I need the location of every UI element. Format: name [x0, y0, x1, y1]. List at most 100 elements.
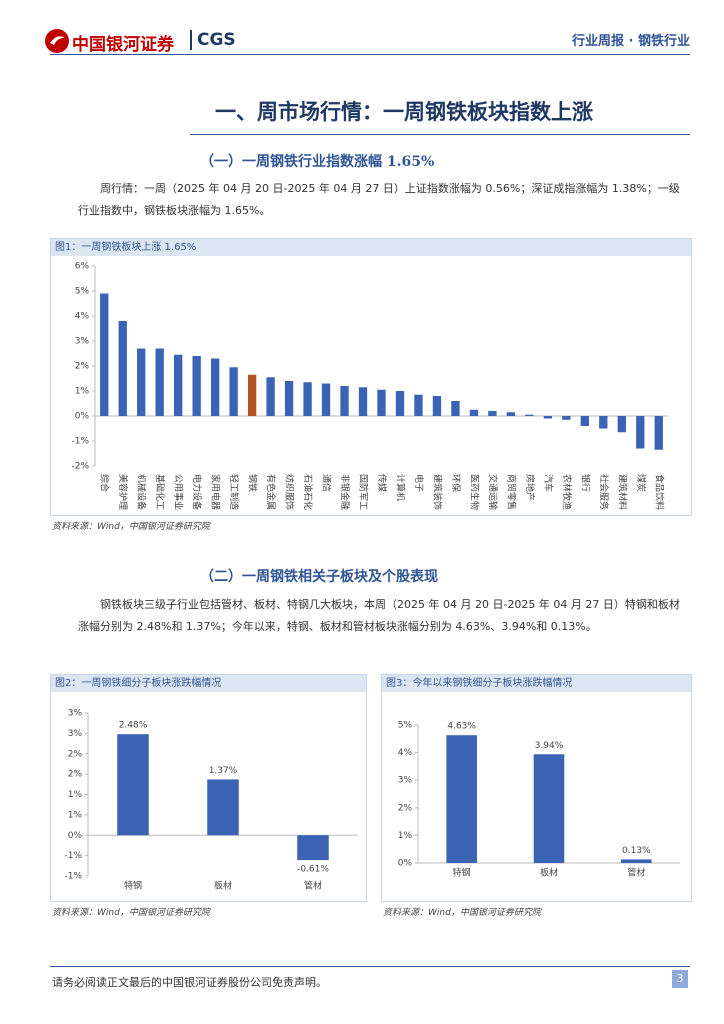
y-tick-label: 1%: [68, 810, 83, 820]
bar: [210, 358, 220, 416]
bar: [414, 394, 423, 416]
x-tick-label: 计算机: [394, 474, 406, 501]
bar: [358, 387, 368, 416]
figure-box: 图1：一周钢铁板块上涨 1.65%: [50, 238, 692, 516]
bar: [207, 779, 239, 836]
x-tick-label: 煤炭: [635, 474, 647, 492]
figure-box: 图2：一周钢铁细分子板块涨跌幅情况: [50, 674, 367, 902]
header-tag: 行业周报 · 钢铁行业: [572, 34, 690, 49]
x-tick-label: 特钢: [124, 880, 142, 892]
x-tick-label: 电子: [413, 474, 425, 492]
x-tick-label: 食品饮料: [653, 474, 665, 510]
y-tick-label: 1%: [68, 790, 83, 800]
bar: [297, 835, 329, 861]
y-tick-label: 3%: [68, 729, 83, 739]
bar: [525, 414, 534, 416]
x-tick-label: 汽车: [542, 474, 554, 492]
bar: [174, 354, 183, 416]
y-tick-label: 6%: [75, 262, 90, 272]
header-line: [50, 54, 690, 55]
logo-en: CGS: [190, 30, 236, 50]
bar: [451, 401, 460, 416]
x-tick-label: 美容护理: [117, 474, 129, 510]
bar: [636, 416, 645, 449]
footer-line: [50, 966, 690, 967]
figure-source: 资料来源：Wind，中国银河证券研究院: [52, 522, 210, 532]
x-tick-label: 纺织服饰: [284, 474, 296, 510]
x-tick-label: 有色金属: [265, 474, 277, 510]
x-tick-label: 钢铁: [247, 474, 259, 492]
x-tick-label: 石油石化: [302, 474, 314, 510]
section-title: 一、周市场行情：一周钢铁板块指数上涨: [215, 99, 593, 124]
y-tick-label: 2%: [68, 770, 83, 780]
y-tick-label: 4%: [398, 748, 413, 758]
value-label: 3.94%: [535, 741, 564, 751]
bar: [247, 374, 257, 416]
footer-note: 请务必阅读正文最后的中国银河证券股份公司免责声明。: [52, 976, 327, 989]
bar: [446, 735, 477, 863]
y-tick-label: 3%: [68, 709, 83, 719]
section-line: [190, 134, 690, 135]
bar: [192, 356, 201, 416]
x-tick-label: 医药生物: [468, 474, 480, 510]
x-tick-label: 传媒: [376, 474, 388, 492]
y-tick-label: 5%: [398, 721, 413, 731]
x-tick-label: 机械设备: [136, 474, 148, 510]
figure-caption: 图3：今年以来钢铁细分子板块涨跌幅情况: [382, 675, 691, 692]
figure-box: 图3：今年以来钢铁细分子板块涨跌幅情况: [381, 674, 692, 902]
x-tick-label: 电力设备: [191, 474, 203, 510]
x-tick-label: 建筑材料: [616, 474, 628, 510]
y-tick-label: 0%: [68, 831, 83, 841]
bar: [580, 416, 589, 426]
subsection-title: （二）一周钢铁相关子板块及个股表现: [200, 569, 438, 585]
value-label: 2.48%: [119, 721, 148, 731]
x-tick-label: 特钢: [453, 867, 471, 879]
logo: 中国银河证券: [72, 35, 174, 55]
value-label: 1.37%: [209, 766, 238, 776]
y-tick-label: 2%: [68, 749, 83, 759]
x-tick-label: 综合: [99, 474, 111, 492]
value-label: 0.13%: [622, 846, 651, 856]
bar: [506, 412, 516, 416]
y-tick-label: 1%: [398, 831, 413, 841]
bar: [303, 382, 312, 416]
y-tick-label: 4%: [75, 312, 90, 322]
value-label: 4.63%: [447, 722, 476, 732]
paragraph: 周行情：一周（2025 年 04 月 20 日-2025 年 04 月 27 日…: [78, 182, 680, 217]
x-tick-label: 社会服务: [598, 474, 610, 510]
x-tick-label: 房地产: [524, 474, 536, 501]
bar: [284, 381, 294, 416]
bar: [266, 377, 275, 416]
x-tick-label: 通信: [321, 474, 333, 492]
bar: [118, 321, 127, 416]
x-tick-label: 管材: [304, 880, 322, 892]
x-tick-label: 轻工制造: [228, 474, 240, 510]
x-tick-label: 国防军工: [358, 474, 370, 510]
y-tick-label: -2%: [71, 462, 89, 472]
x-tick-label: 管材: [627, 867, 645, 879]
x-tick-label: 商贸零售: [505, 474, 517, 510]
x-tick-label: 家用电器: [210, 474, 222, 510]
figure-caption: 图1：一周钢铁板块上涨 1.65%: [51, 239, 691, 256]
y-tick-label: 5%: [75, 287, 90, 297]
y-tick-label: -1%: [64, 872, 82, 882]
y-tick-label: 2%: [75, 362, 90, 372]
y-tick-label: 1%: [75, 387, 90, 397]
y-tick-label: 0%: [398, 859, 413, 869]
x-tick-label: 交通运输: [487, 474, 499, 510]
bar: [377, 389, 386, 416]
bar: [562, 416, 571, 420]
figure-source: 资料来源：Wind，中国银河证券研究院: [52, 908, 210, 918]
bar: [617, 416, 626, 433]
y-tick-label: 3%: [75, 337, 90, 347]
bar: [340, 386, 349, 416]
x-tick-label: 公用事业: [173, 474, 185, 510]
subsection-title: （一）一周钢铁行业指数涨幅 1.65%: [200, 154, 435, 170]
bar: [100, 293, 109, 416]
x-tick-label: 银行: [579, 474, 591, 492]
x-tick-label: 农林牧渔: [561, 474, 573, 510]
figure-source: 资料来源：Wind，中国银河证券研究院: [383, 908, 541, 918]
bar: [533, 754, 565, 863]
